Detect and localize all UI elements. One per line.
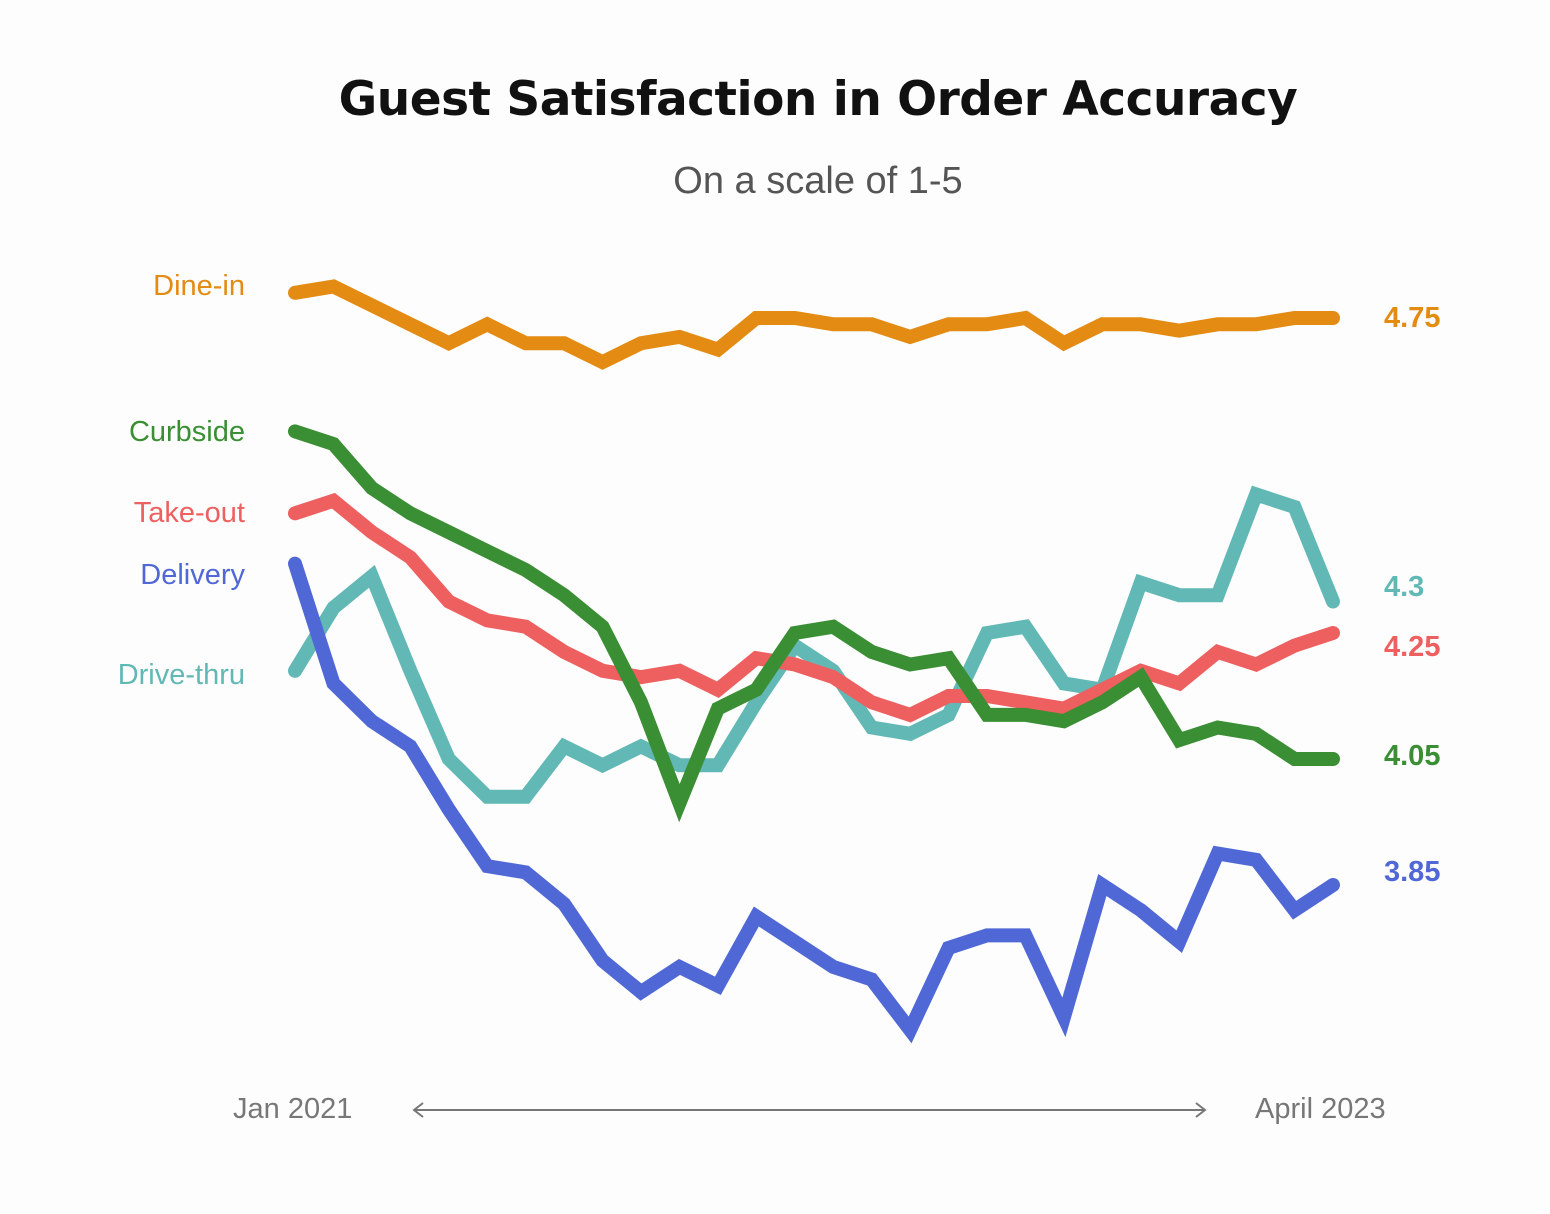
series-label-take-out: Take-out [133,497,245,529]
x-start-label: Jan 2021 [233,1093,353,1125]
time-arrow [412,1102,1207,1118]
arrow-right-icon [1195,1102,1207,1118]
series-take-out [288,492,1340,723]
end-value-drive-thru: 4.3 [1384,571,1425,603]
line-curbside [288,424,1340,823]
series-delivery [288,556,1340,1044]
series-label-delivery: Delivery [140,559,245,591]
chart-subtitle: On a scale of 1-5 [673,160,963,202]
end-value-curbside: 4.05 [1384,740,1441,772]
line-dine-in [288,279,1340,370]
series-label-curbside: Curbside [128,416,245,448]
line-delivery [288,556,1340,1044]
arrow-left-icon [412,1102,424,1118]
line-take-out [288,492,1340,723]
end-value-take-out: 4.25 [1384,631,1441,663]
series-label-dine-in: Dine-in [153,270,245,302]
end-value-delivery: 3.85 [1384,856,1441,888]
series-label-drive-thru: Drive-thru [117,659,245,691]
end-value-dine-in: 4.75 [1384,302,1441,334]
chart-title: Guest Satisfaction in Order Accuracy [338,72,1298,127]
x-end-label: April 2023 [1255,1093,1386,1125]
series-curbside [288,424,1340,823]
line-drive-thru [288,485,1340,804]
series-drive-thru [288,485,1340,804]
series-dine-in [288,279,1340,370]
